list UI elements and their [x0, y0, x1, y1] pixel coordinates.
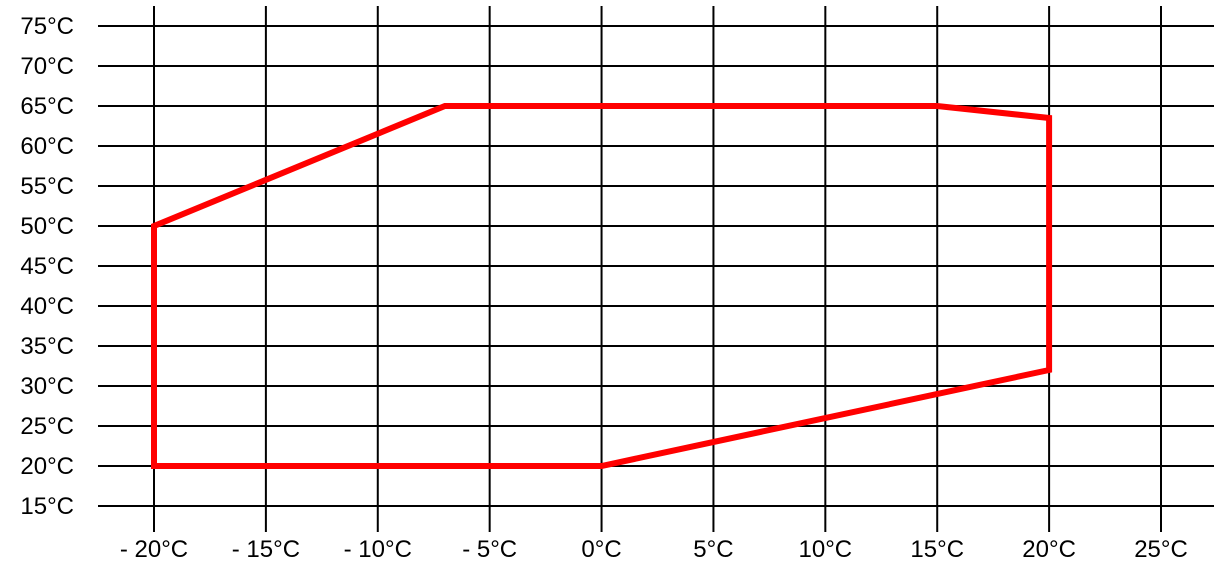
- x-tick-label: 0°C: [581, 536, 621, 563]
- y-tick-label: 45°C: [20, 253, 74, 280]
- series-layer: [151, 103, 1053, 469]
- y-tick-label: 65°C: [20, 93, 74, 120]
- y-tick-label: 35°C: [20, 333, 74, 360]
- x-tick-label: 15°C: [910, 536, 964, 563]
- y-tick-label: 50°C: [20, 213, 74, 240]
- x-tick-label: - 15°C: [232, 536, 300, 563]
- y-tick-label: 20°C: [20, 453, 74, 480]
- operating-envelope-line: [151, 103, 1053, 469]
- y-tick-label: 30°C: [20, 373, 74, 400]
- y-tick-label: 15°C: [20, 493, 74, 520]
- x-tick-label: 10°C: [799, 536, 853, 563]
- x-tick-label: 20°C: [1022, 536, 1076, 563]
- y-tick-label: 55°C: [20, 173, 74, 200]
- y-tick-label: 75°C: [20, 13, 74, 40]
- x-tick-label: 25°C: [1134, 536, 1188, 563]
- y-tick-label: 25°C: [20, 413, 74, 440]
- y-tick-label: 70°C: [20, 53, 74, 80]
- x-tick-label: - 5°C: [462, 536, 517, 563]
- y-tick-labels: 75°C 70°C 65°C 60°C 55°C 50°C 45°C 40°C 35°C 30°C…: [20, 13, 74, 520]
- x-tick-label: - 10°C: [344, 536, 412, 563]
- y-tick-label: 60°C: [20, 133, 74, 160]
- x-tick-label: 5°C: [693, 536, 733, 563]
- y-tick-label: 40°C: [20, 293, 74, 320]
- x-tick-labels: - 20°C - 15°C - 10°C - 5°C 0°C 5°C 10°C 15°C 20°…: [120, 536, 1188, 563]
- x-tick-label: - 20°C: [120, 536, 188, 563]
